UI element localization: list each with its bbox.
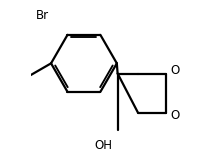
- Text: O: O: [171, 109, 180, 122]
- Text: Br: Br: [36, 9, 49, 22]
- Text: OH: OH: [95, 139, 112, 152]
- Text: O: O: [171, 64, 180, 77]
